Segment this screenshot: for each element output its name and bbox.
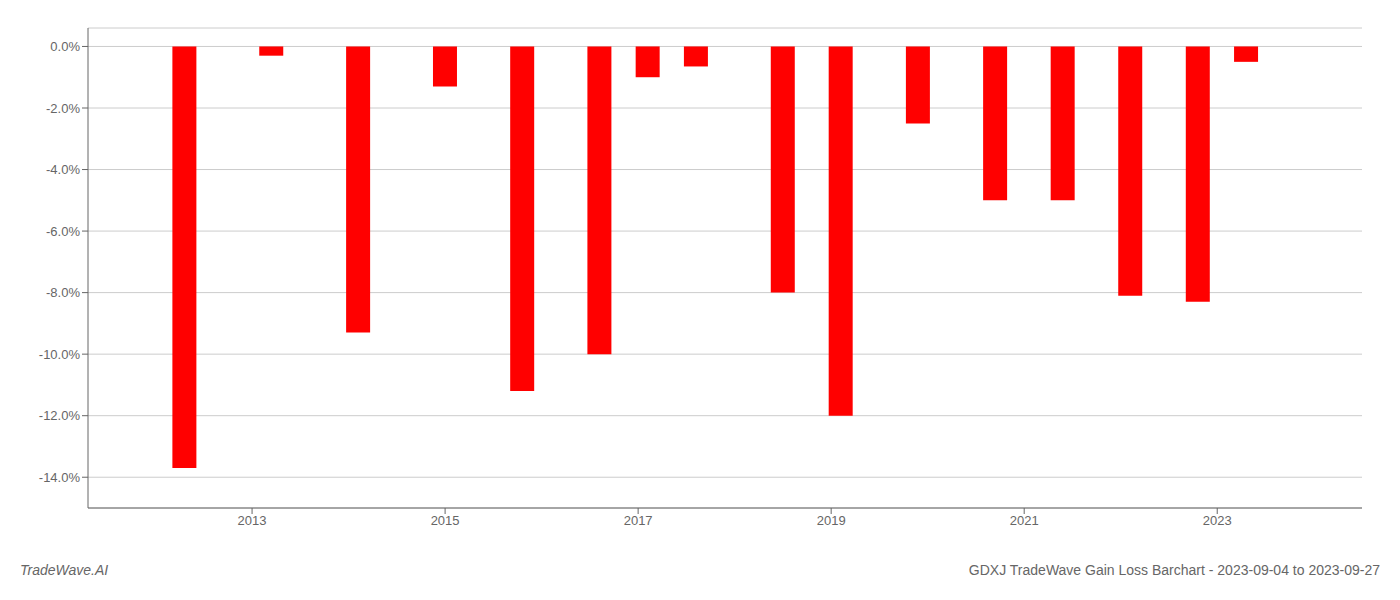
html-text:GDXJ TradeWave Gain Loss Barch: GDXJ TradeWave Gain Loss Barchart - 2023… [968,562,1380,578]
svg-text:2013: 2013 [238,513,267,528]
svg-text:-4.0%: -4.0% [46,162,80,177]
svg-text:-8.0%: -8.0% [46,285,80,300]
svg-text:-10.0%: -10.0% [39,347,81,362]
svg-text:2019: 2019 [817,513,846,528]
svg-text:-12.0%: -12.0% [39,408,81,423]
svg-text:2023: 2023 [1203,513,1232,528]
svg-text:2021: 2021 [1010,513,1039,528]
svg-text:2015: 2015 [431,513,460,528]
svg-text:-6.0%: -6.0% [46,224,80,239]
svg-text:-14.0%: -14.0% [39,470,81,485]
svg-text:-2.0%: -2.0% [46,101,80,116]
svg-text:2017: 2017 [624,513,653,528]
html-text:TradeWave.AI: TradeWave.AI [20,562,109,578]
svg-text:0.0%: 0.0% [50,39,80,54]
